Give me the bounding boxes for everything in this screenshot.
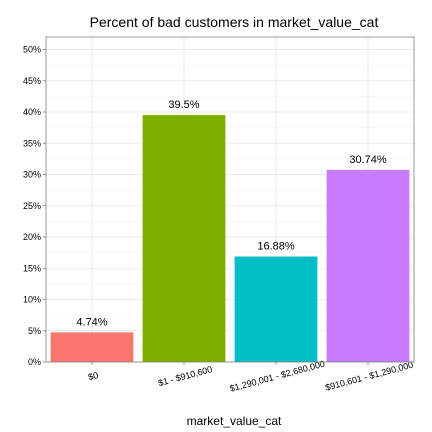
x-axis-title: market_value_cat [187, 414, 282, 428]
y-tick-label: 50% [23, 45, 41, 55]
bar [50, 332, 134, 362]
y-tick-label: 0% [28, 357, 41, 367]
y-tick-label: 10% [23, 295, 41, 305]
y-tick-label: 35% [23, 138, 41, 148]
bar-data-label: 4.74% [76, 316, 107, 328]
plot-area: 0% 5% 10% 15% 20% 25% 30% 35% 40% 45% 50% 4.74% $0 39… [23, 36, 415, 394]
x-tick-label: $0 [87, 370, 99, 382]
bar [326, 169, 410, 362]
y-tick-label: 5% [28, 326, 41, 336]
bar [234, 256, 318, 362]
y-tick-label: 45% [23, 76, 41, 86]
bar-data-label: 39.5% [168, 99, 199, 111]
plot-border [45, 36, 415, 363]
y-tick-label: 30% [23, 170, 41, 180]
bar [142, 115, 226, 362]
bar-data-label: 16.88% [257, 241, 295, 253]
y-tick-label: 15% [23, 263, 41, 273]
y-tick-label: 25% [23, 201, 41, 211]
y-tick-label: 20% [23, 232, 41, 242]
y-tick-label: 40% [23, 107, 41, 117]
bar-data-label: 30.74% [349, 154, 387, 166]
chart-title: Percent of bad customers in market_value… [90, 14, 379, 30]
